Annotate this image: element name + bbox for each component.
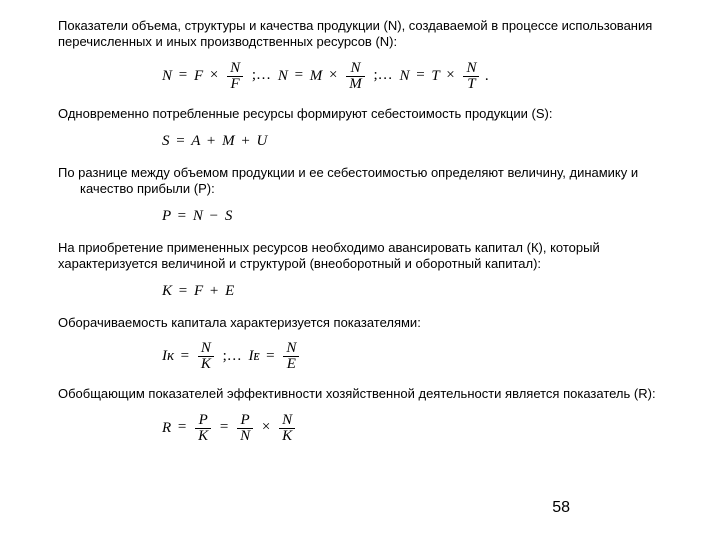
eq-op: = xyxy=(176,283,190,299)
eq1-lhs2: N xyxy=(278,67,288,83)
frac-num: N xyxy=(198,341,214,357)
eq3-b: S xyxy=(225,208,233,224)
equation-4: K = F + E xyxy=(162,282,688,301)
paragraph-1: Показатели объема, структуры и качества … xyxy=(32,18,688,51)
eq5-lhs1: Iᴋ xyxy=(162,348,174,364)
eq1-lhs3: N xyxy=(399,67,409,83)
eq-op: × xyxy=(326,67,340,83)
eq2-a: A xyxy=(191,133,200,149)
frac-den: N xyxy=(237,429,253,444)
eq1-f: F xyxy=(194,67,203,83)
paragraph-4: На приобретение примененных ресурсов нео… xyxy=(32,240,688,273)
fraction: N K xyxy=(279,413,295,444)
eq-op: = xyxy=(175,208,189,224)
eq-op: × xyxy=(207,67,221,83)
eq1-lhs1: N xyxy=(162,67,172,83)
fraction: N F xyxy=(227,61,243,92)
paragraph-5: Оборачиваемость капитала характеризуется… xyxy=(32,315,688,331)
fraction: P K xyxy=(195,413,211,444)
eq-op: + xyxy=(207,283,221,299)
eq-end: . xyxy=(485,67,489,83)
frac-num: N xyxy=(346,61,365,77)
page-number: 58 xyxy=(552,498,570,518)
eq-op: = xyxy=(176,67,190,83)
frac-den: K xyxy=(279,429,295,444)
eq2-lhs: S xyxy=(162,133,170,149)
frac-num: N xyxy=(463,61,479,77)
eq-op: = xyxy=(217,419,231,435)
eq-op: = xyxy=(178,348,192,364)
slide-body: Показатели объема, структуры и качества … xyxy=(0,0,720,444)
frac-den: T xyxy=(463,77,479,92)
eq-sep: ;… xyxy=(220,348,245,364)
eq-op: = xyxy=(173,133,187,149)
eq-op: = xyxy=(413,67,427,83)
fraction: N M xyxy=(346,61,365,92)
eq6-lhs: R xyxy=(162,419,171,435)
eq-op: = xyxy=(175,419,189,435)
frac-den: M xyxy=(346,77,365,92)
eq-op: × xyxy=(259,419,273,435)
frac-den: E xyxy=(283,357,299,372)
eq-op: = xyxy=(292,67,306,83)
eq-op: = xyxy=(263,348,277,364)
frac-num: N xyxy=(279,413,295,429)
eq3-a: N xyxy=(193,208,203,224)
eq-op: + xyxy=(238,133,252,149)
eq-op: × xyxy=(443,67,457,83)
eq4-a: F xyxy=(194,283,203,299)
equation-1: N = F × N F ;… N = M × N M ;… N = T × N … xyxy=(162,61,688,92)
eq-sep: ;… xyxy=(249,67,274,83)
frac-num: N xyxy=(227,61,243,77)
fraction: P N xyxy=(237,413,253,444)
frac-num: P xyxy=(195,413,211,429)
eq4-b: E xyxy=(225,283,234,299)
fraction: N E xyxy=(283,341,299,372)
eq4-lhs: K xyxy=(162,283,172,299)
paragraph-2: Одновременно потребленные ресурсы формир… xyxy=(32,106,688,122)
eq1-m: M xyxy=(310,67,323,83)
eq2-b: M xyxy=(222,133,235,149)
eq1-t: T xyxy=(431,67,439,83)
eq-sep: ;… xyxy=(371,67,396,83)
equation-3: P = N − S xyxy=(162,207,688,226)
eq-op: + xyxy=(204,133,218,149)
frac-den: F xyxy=(227,77,243,92)
frac-den: K xyxy=(198,357,214,372)
fraction: N K xyxy=(198,341,214,372)
fraction: N T xyxy=(463,61,479,92)
frac-num: N xyxy=(283,341,299,357)
eq5-lhs2: Iᴇ xyxy=(249,348,260,364)
eq3-lhs: P xyxy=(162,208,171,224)
frac-num: P xyxy=(237,413,253,429)
paragraph-3: По разнице между объемом продукции и ее … xyxy=(32,165,688,198)
paragraph-6: Обобщающим показателей эффективности хоз… xyxy=(32,386,688,402)
equation-5: Iᴋ = N K ;… Iᴇ = N E xyxy=(162,341,688,372)
frac-den: K xyxy=(195,429,211,444)
eq-op: − xyxy=(207,208,221,224)
equation-6: R = P K = P N × N K xyxy=(162,413,688,444)
eq2-c: U xyxy=(257,133,268,149)
equation-2: S = A + M + U xyxy=(162,132,688,151)
